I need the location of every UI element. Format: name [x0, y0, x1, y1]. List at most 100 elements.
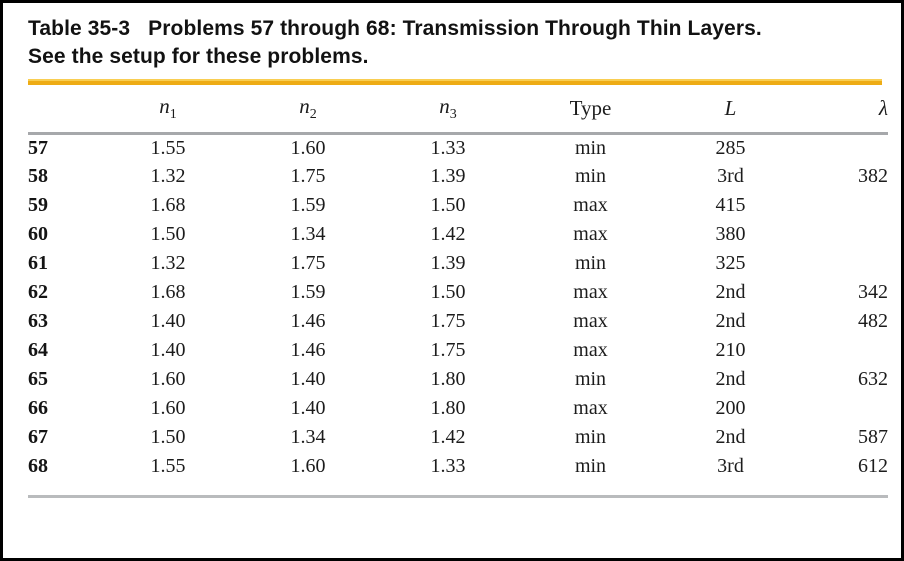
table-caption: Table 35-3 Problems 57 through 68: Transm…	[28, 15, 882, 71]
cell-n1: 1.40	[150, 310, 186, 332]
problem-number: 66	[28, 397, 48, 419]
cell-type: max	[573, 339, 608, 361]
cell-type: min	[574, 252, 607, 274]
column-header-lambda: λ	[798, 85, 888, 135]
table-row: 61 1.32 1.75 1.39 min 325	[28, 249, 888, 278]
cell-n3: 1.39	[430, 252, 466, 274]
cell-lambda: 587	[858, 426, 888, 448]
column-header-L: L	[663, 85, 798, 135]
table-row: 64 1.40 1.46 1.75 max 210	[28, 336, 888, 365]
problem-number: 59	[28, 194, 48, 216]
cell-L: 210	[715, 339, 746, 361]
cell-n3: 1.75	[430, 310, 466, 332]
cell-L: 200	[715, 397, 746, 419]
problem-number: 60	[28, 223, 48, 245]
cell-n2: 1.40	[290, 368, 326, 390]
cell-n2: 1.34	[290, 223, 326, 245]
cell-n1: 1.50	[150, 223, 186, 245]
cell-n3: 1.80	[430, 368, 466, 390]
cell-L: 415	[715, 194, 746, 216]
cell-lambda	[798, 249, 888, 278]
column-header-type: Type	[518, 85, 663, 135]
cell-n1: 1.55	[150, 136, 186, 159]
cell-n2: 1.46	[290, 310, 326, 332]
cell-n2: 1.75	[290, 165, 326, 187]
cell-n1: 1.32	[150, 165, 186, 187]
cell-n3: 1.75	[430, 339, 466, 361]
cell-n3: 1.33	[430, 455, 466, 477]
table-row: 60 1.50 1.34 1.42 max 380	[28, 220, 888, 249]
problem-number: 65	[28, 368, 48, 390]
cell-n1: 1.32	[150, 252, 186, 274]
problem-number: 62	[28, 281, 48, 303]
table-row: 67 1.50 1.34 1.42 min 2nd 587	[28, 423, 888, 452]
cell-n2: 1.60	[290, 455, 326, 477]
column-header-blank	[28, 85, 98, 135]
column-header-n2: n2	[238, 85, 378, 135]
cell-n1: 1.60	[150, 397, 186, 419]
cell-type: min	[574, 426, 607, 448]
cell-n1: 1.68	[150, 194, 186, 216]
cell-n1: 1.40	[150, 339, 186, 361]
cell-type: max	[573, 281, 608, 303]
cell-n2: 1.75	[290, 252, 326, 274]
cell-L: 325	[715, 252, 746, 274]
cell-L: 3rd	[717, 455, 744, 477]
cell-lambda	[798, 133, 888, 162]
cell-n1: 1.55	[150, 455, 186, 477]
cell-n1: 1.50	[150, 426, 186, 448]
cell-n2: 1.60	[290, 136, 326, 159]
cell-L: 3rd	[717, 165, 744, 187]
cell-L: 2nd	[715, 368, 746, 390]
table-caption-line2: See the setup for these problems.	[28, 45, 369, 68]
gold-divider-rule	[28, 79, 882, 85]
cell-type: max	[573, 310, 608, 332]
cell-n3: 1.33	[430, 136, 466, 159]
table-row: 58 1.32 1.75 1.39 min 3rd 382	[28, 162, 888, 191]
cell-n3: 1.50	[430, 281, 466, 303]
cell-lambda	[798, 191, 888, 220]
problem-number: 64	[28, 339, 48, 361]
column-header-n3: n3	[378, 85, 518, 135]
cell-type: max	[573, 194, 608, 216]
cell-n2: 1.46	[290, 339, 326, 361]
problem-number: 57	[28, 136, 48, 159]
table-row: 59 1.68 1.59 1.50 max 415	[28, 191, 888, 220]
cell-n2: 1.40	[290, 397, 326, 419]
table-row: 63 1.40 1.46 1.75 max 2nd 482	[28, 307, 888, 336]
table-body: 57 1.55 1.60 1.33 min 285 58 1.32 1.75 1.39 min 3rd…	[28, 133, 888, 481]
cell-n3: 1.80	[430, 397, 466, 419]
cell-type: min	[574, 368, 607, 390]
cell-L: 2nd	[715, 426, 746, 448]
cell-lambda	[798, 394, 888, 423]
cell-lambda: 482	[858, 310, 888, 332]
bottom-divider-rule	[28, 495, 888, 498]
cell-L: 2nd	[715, 281, 746, 303]
cell-n1: 1.60	[150, 368, 186, 390]
cell-n2: 1.59	[290, 194, 326, 216]
problem-number: 61	[28, 252, 48, 274]
cell-type: max	[573, 397, 608, 419]
problem-number: 58	[28, 165, 48, 187]
cell-lambda	[798, 220, 888, 249]
cell-type: min	[574, 165, 607, 187]
cell-n3: 1.50	[430, 194, 466, 216]
table-row: 65 1.60 1.40 1.80 min 2nd 632	[28, 365, 888, 394]
cell-L: 285	[715, 136, 746, 159]
cell-lambda	[798, 336, 888, 365]
problem-number: 63	[28, 310, 48, 332]
cell-n2: 1.34	[290, 426, 326, 448]
table-row: 62 1.68 1.59 1.50 max 2nd 342	[28, 278, 888, 307]
table-number: Table 35-3	[28, 17, 131, 40]
table-caption-line1: Table 35-3 Problems 57 through 68: Transm…	[28, 15, 882, 43]
table-row: 68 1.55 1.60 1.33 min 3rd 612	[28, 452, 888, 481]
cell-n3: 1.39	[430, 165, 466, 187]
table-title: Problems 57 through 68: Transmission Thr…	[148, 17, 762, 40]
cell-L: 2nd	[715, 310, 746, 332]
table-row: 66 1.60 1.40 1.80 max 200	[28, 394, 888, 423]
cell-type: min	[574, 455, 607, 477]
cell-n3: 1.42	[430, 223, 466, 245]
cell-type: min	[574, 136, 607, 159]
